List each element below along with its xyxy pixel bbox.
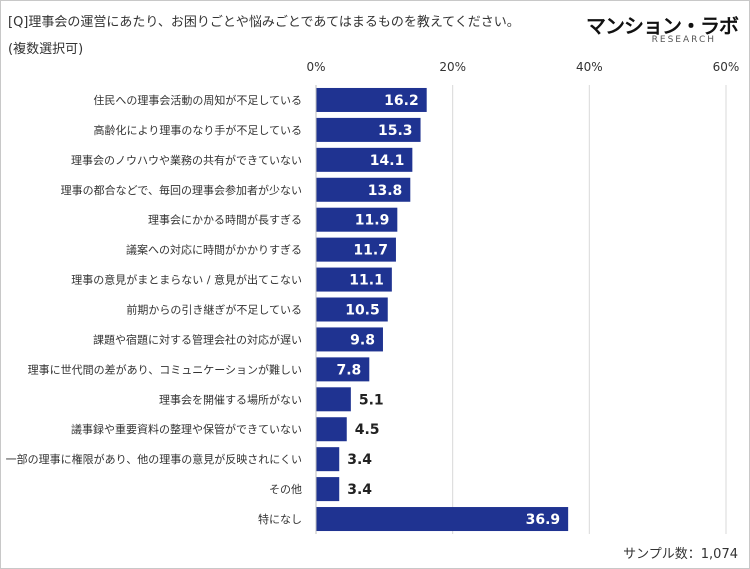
sample-size: サンプル数：1,074 <box>623 547 738 562</box>
category-label: 理事に世代間の差があり、コミュニケーションが難しい <box>28 362 302 376</box>
category-label: 理事の都合などで、毎回の理事会参加者が少ない <box>61 183 302 197</box>
category-label: 高齢化により理事のなり手が不足している <box>94 123 302 137</box>
value-label: 9.8 <box>350 332 375 348</box>
category-label: 理事の意見がまとまらない / 意見が出てこない <box>71 273 302 287</box>
bar <box>316 327 383 352</box>
bar <box>316 387 351 412</box>
value-label: 4.5 <box>355 422 380 438</box>
x-tick-label: 0% <box>306 60 325 74</box>
category-label: 議事録や重要資料の整理や保管ができていない <box>71 422 302 436</box>
value-label: 11.1 <box>349 273 384 289</box>
logo-main-text: マンション・ラボ <box>586 14 739 38</box>
bar <box>316 447 340 472</box>
value-label: 11.9 <box>355 213 390 229</box>
value-label: 3.4 <box>347 452 372 468</box>
category-label: 理事会にかかる時間が長すぎる <box>148 213 302 227</box>
value-label: 11.7 <box>353 243 388 259</box>
value-label: 3.4 <box>347 482 372 498</box>
bar <box>316 177 411 202</box>
question-note: (複数選択可) <box>8 42 84 57</box>
x-tick-label: 40% <box>576 60 603 74</box>
bar <box>316 87 427 112</box>
value-label: 7.8 <box>336 362 361 378</box>
category-label: 前期からの引き継ぎが不足している <box>126 303 302 317</box>
bar <box>316 297 388 322</box>
value-label: 10.5 <box>345 303 380 319</box>
category-label: 理事会のノウハウや業務の共有ができていない <box>71 153 302 167</box>
category-label: 住民への理事会活動の周知が不足している <box>93 93 302 107</box>
category-label: 特になし <box>258 512 302 526</box>
category-label: 理事会を開催する場所がない <box>159 392 302 406</box>
bar <box>316 207 398 232</box>
bar <box>316 237 396 262</box>
bar <box>316 507 569 532</box>
bar <box>316 147 413 172</box>
bar <box>316 477 340 502</box>
bar <box>316 267 392 292</box>
x-tick-label: 20% <box>439 60 466 74</box>
bar <box>316 417 347 442</box>
bar <box>316 117 421 142</box>
logo-sub-text: RESEARCH <box>651 35 716 45</box>
category-label: 一部の理事に権限があり、他の理事の意見が反映されにくい <box>6 452 302 466</box>
category-label: その他 <box>269 483 302 496</box>
value-label: 36.9 <box>526 512 561 528</box>
x-tick-label: 60% <box>713 60 740 74</box>
brand-logo: マンション・ラボ RESEARCH <box>586 10 739 50</box>
value-label: 16.2 <box>384 93 419 109</box>
category-label: 議案への対応に時間がかかりすぎる <box>126 243 302 257</box>
category-label: 課題や宿題に対する管理会社の対応が遅い <box>93 332 302 346</box>
value-label: 14.1 <box>370 153 405 169</box>
value-label: 5.1 <box>359 392 384 408</box>
question-title: [Q]理事会の運営にあたり、お困りごとや悩みごとであてはまるものを教えてください… <box>8 15 520 30</box>
value-label: 15.3 <box>378 123 413 139</box>
bar <box>316 357 370 382</box>
value-label: 13.8 <box>368 183 403 199</box>
